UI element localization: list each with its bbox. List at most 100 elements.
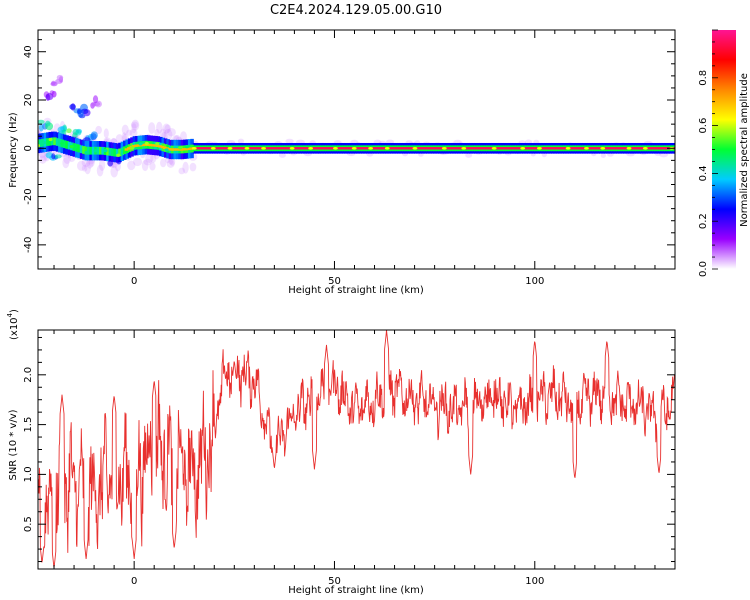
spectrogram-band-core [557,147,561,150]
spectrogram-halo-cell [145,153,154,163]
spectrogram-band-core [316,147,321,150]
spectrogram-halo-cell [164,124,172,133]
spectrogram-band-core [143,143,148,146]
spectrogram-band-core [660,147,665,150]
spectrogram-cluster-cell [38,123,44,132]
snr-ticks: 0 50 100 0.5 1.0 1.5 2.0 [23,330,676,587]
spectrogram-band-core [617,147,621,150]
spectrogram-halo-cell [122,133,129,141]
spectrogram-band-core [268,147,273,150]
spectrogram-early-speck [138,142,143,146]
spectrogram-band-core [153,144,157,147]
spectrogram-band-core [502,147,506,150]
spectrogram-band-mid [115,149,120,157]
spectrogram-halo-cell [131,123,137,134]
spectrogram-band-core [639,147,643,150]
spectrogram-band-core [470,147,475,150]
spectrogram-band-core [427,147,432,150]
spectrogram-band-core [199,147,203,150]
spectrogram-band-core [254,147,258,150]
spectrogram-halo-cell [99,159,106,171]
spectrogram-early-speck [48,137,53,142]
spectrogram-core-speck [191,146,197,150]
spectrogram-core-speck [491,146,497,150]
y-tick-label: 2.0 [23,367,34,383]
spectrogram-band-core [487,147,492,150]
spectrogram-halo-cell [115,134,124,144]
spectrogram-band-core [485,147,489,150]
spectrogram-band-core [365,147,369,150]
spectrogram-band-core [134,144,138,147]
spectrogram-halo-cell [133,157,143,167]
colorbar-tick-label: 0.2 [698,213,709,229]
spectrogram-band-core [302,147,307,150]
spectrogram-halo-cell [169,157,176,166]
spectrogram-band-core [646,147,650,150]
y-tick-label: -40 [23,237,34,253]
spectrogram-halo-cell [95,125,102,135]
spectrogram-frame [37,29,676,270]
spectrogram-band-core [304,147,309,150]
spectrogram-core-speck [537,146,542,150]
spectrogram-band-core [225,147,230,150]
y-tick-label: 0.5 [23,516,34,532]
spectrogram-core-speck [333,146,338,150]
spectrogram-band-core [651,147,655,150]
colorbar-label: Normalized spectral amplitude [739,73,750,227]
spectrogram-band-core [146,143,150,147]
spectrogram-band-core [559,147,564,150]
colorbar-tick-label: 0.4 [698,165,709,181]
spectrogram-band-mid [91,146,96,155]
snr-y-scale-close: ) [9,309,20,313]
spectrogram-band-core [151,144,155,147]
spectrogram-band-core [175,148,179,151]
spectrogram-band-mid [67,141,72,150]
spectrogram-core-speck [565,146,571,150]
colorbar-tick-label: 0.0 [698,261,709,277]
spectrogram-band-core [552,147,557,150]
spectrogram-band-core [453,147,458,150]
spectrogram-halo-cell [62,157,70,169]
spectrogram-halo-cell [38,155,47,164]
spectrogram-band-core [141,143,145,147]
spectrogram-band-core [581,147,585,150]
spectrogram-halo-cell [149,162,156,171]
spectrogram-band-mid [89,146,93,155]
spectrogram-halo-cell [465,152,473,158]
spectrogram-band-core [449,147,453,150]
spectrogram-halo-cell [278,152,286,158]
spectrogram-band-core [319,147,323,150]
spectrogram-band-core [362,147,367,150]
spectrogram-halo-cell [163,128,173,141]
spectrogram-band-core [256,147,261,150]
spectrogram-band-core [576,147,581,150]
spectrogram-cluster-cell [66,128,72,134]
spectrogram-band-core [285,147,290,150]
spectrogram-halo-cell [237,138,245,144]
spectrogram-band-mid [106,147,110,156]
spectrogram-halo-cell [96,164,104,177]
spectrogram-band-core [196,147,201,150]
spectrogram-cluster-cell [91,101,97,107]
spectrogram-early-speck [178,146,183,150]
spectrogram-band-core [446,147,451,150]
spectrogram-cluster-cell [45,120,51,127]
spectrogram-band-core [167,148,172,151]
spectrogram-core-speck [261,146,266,150]
spectrogram-band-core [170,148,174,151]
spectrogram-halo-cell [154,128,160,137]
spectrogram-band-mid [50,137,55,146]
spectrogram-band-core [533,147,537,150]
spectrogram-band-core [545,147,549,150]
spectrogram-cluster-cell [51,80,56,86]
spectrogram-band-mid [53,137,57,146]
x-tick-label: 0 [131,276,137,287]
spectrogram-band-core [160,145,165,149]
spectrogram-band-core [410,147,415,150]
spectrogram-band-core [389,147,393,150]
spectrogram-halo-cell [143,158,152,166]
spectrogram-cluster-cell [56,74,64,81]
spectrogram-band-core [203,147,208,150]
spectrogram-band-core [273,147,278,150]
